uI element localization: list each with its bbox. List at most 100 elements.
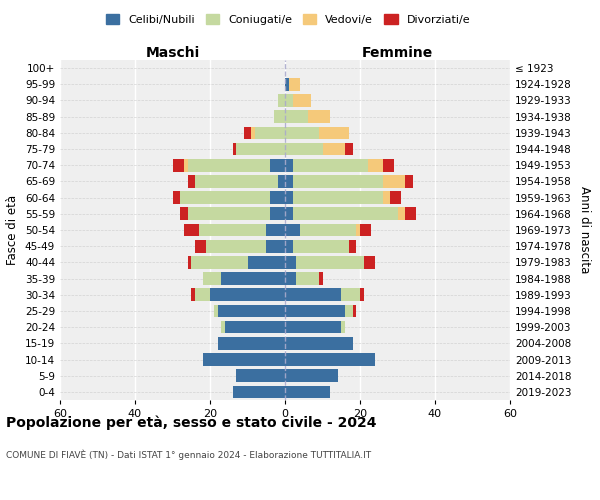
Bar bbox=[349, 240, 356, 252]
Bar bbox=[285, 110, 308, 123]
Bar bbox=[285, 321, 341, 334]
Bar bbox=[289, 78, 300, 90]
Bar bbox=[285, 192, 293, 204]
Bar bbox=[233, 142, 236, 156]
Bar bbox=[398, 208, 405, 220]
Bar bbox=[285, 240, 293, 252]
Bar bbox=[285, 126, 319, 139]
Text: Maschi: Maschi bbox=[145, 46, 200, 60]
Bar bbox=[218, 304, 285, 318]
Bar bbox=[251, 126, 255, 139]
Bar bbox=[233, 386, 285, 398]
Y-axis label: Anni di nascita: Anni di nascita bbox=[578, 186, 591, 274]
Bar bbox=[218, 337, 285, 349]
Bar bbox=[353, 304, 356, 318]
Bar bbox=[184, 159, 187, 172]
Bar bbox=[293, 159, 367, 172]
Bar bbox=[255, 126, 285, 139]
Bar bbox=[360, 288, 364, 301]
Bar bbox=[308, 110, 330, 123]
Bar bbox=[173, 159, 184, 172]
Bar bbox=[285, 386, 330, 398]
Bar bbox=[195, 175, 277, 188]
Bar bbox=[341, 288, 360, 301]
Bar bbox=[285, 256, 296, 268]
Bar bbox=[293, 94, 311, 107]
Bar bbox=[293, 192, 383, 204]
Bar bbox=[210, 288, 285, 301]
Bar bbox=[364, 256, 375, 268]
Text: COMUNE DI FIAVÈ (TN) - Dati ISTAT 1° gennaio 2024 - Elaborazione TUTTITALIA.IT: COMUNE DI FIAVÈ (TN) - Dati ISTAT 1° gen… bbox=[6, 450, 371, 460]
Bar bbox=[199, 224, 266, 236]
Bar bbox=[285, 288, 341, 301]
Bar bbox=[293, 208, 398, 220]
Bar bbox=[221, 272, 285, 285]
Bar bbox=[270, 192, 285, 204]
Bar bbox=[277, 94, 285, 107]
Bar bbox=[345, 142, 353, 156]
Bar bbox=[383, 192, 390, 204]
Bar bbox=[285, 353, 375, 366]
Bar bbox=[236, 142, 285, 156]
Bar bbox=[270, 208, 285, 220]
Bar bbox=[323, 142, 345, 156]
Bar bbox=[405, 175, 413, 188]
Bar bbox=[203, 353, 285, 366]
Bar bbox=[225, 321, 285, 334]
Bar bbox=[285, 208, 293, 220]
Bar bbox=[244, 126, 251, 139]
Bar bbox=[293, 240, 349, 252]
Bar bbox=[187, 208, 270, 220]
Bar bbox=[206, 240, 266, 252]
Bar bbox=[277, 175, 285, 188]
Bar bbox=[293, 175, 383, 188]
Bar bbox=[285, 78, 289, 90]
Bar bbox=[285, 94, 293, 107]
Bar bbox=[184, 224, 199, 236]
Bar bbox=[173, 192, 180, 204]
Bar bbox=[296, 272, 319, 285]
Y-axis label: Fasce di età: Fasce di età bbox=[7, 195, 19, 265]
Bar bbox=[187, 175, 195, 188]
Bar bbox=[285, 159, 293, 172]
Bar bbox=[360, 224, 371, 236]
Bar bbox=[345, 304, 353, 318]
Bar bbox=[191, 288, 195, 301]
Bar bbox=[236, 370, 285, 382]
Bar bbox=[390, 192, 401, 204]
Bar bbox=[191, 256, 248, 268]
Bar bbox=[356, 224, 360, 236]
Bar bbox=[405, 208, 416, 220]
Bar bbox=[180, 192, 270, 204]
Bar bbox=[195, 240, 206, 252]
Bar bbox=[187, 159, 270, 172]
Bar bbox=[285, 142, 323, 156]
Text: Popolazione per età, sesso e stato civile - 2024: Popolazione per età, sesso e stato civil… bbox=[6, 415, 377, 430]
Bar bbox=[266, 224, 285, 236]
Bar bbox=[285, 304, 345, 318]
Bar bbox=[383, 159, 394, 172]
Bar bbox=[319, 272, 323, 285]
Bar bbox=[383, 175, 405, 188]
Bar bbox=[367, 159, 383, 172]
Bar bbox=[285, 175, 293, 188]
Bar bbox=[203, 272, 221, 285]
Bar bbox=[214, 304, 218, 318]
Bar bbox=[285, 337, 353, 349]
Bar bbox=[270, 159, 285, 172]
Bar bbox=[221, 321, 225, 334]
Bar bbox=[285, 272, 296, 285]
Bar bbox=[180, 208, 187, 220]
Bar bbox=[285, 370, 337, 382]
Bar bbox=[319, 126, 349, 139]
Bar bbox=[274, 110, 285, 123]
Bar bbox=[300, 224, 356, 236]
Bar bbox=[341, 321, 345, 334]
Legend: Celibi/Nubili, Coniugati/e, Vedovi/e, Divorziati/e: Celibi/Nubili, Coniugati/e, Vedovi/e, Di… bbox=[103, 10, 473, 28]
Bar bbox=[248, 256, 285, 268]
Bar bbox=[187, 256, 191, 268]
Bar bbox=[296, 256, 364, 268]
Text: Femmine: Femmine bbox=[362, 46, 433, 60]
Bar bbox=[285, 224, 300, 236]
Bar bbox=[195, 288, 210, 301]
